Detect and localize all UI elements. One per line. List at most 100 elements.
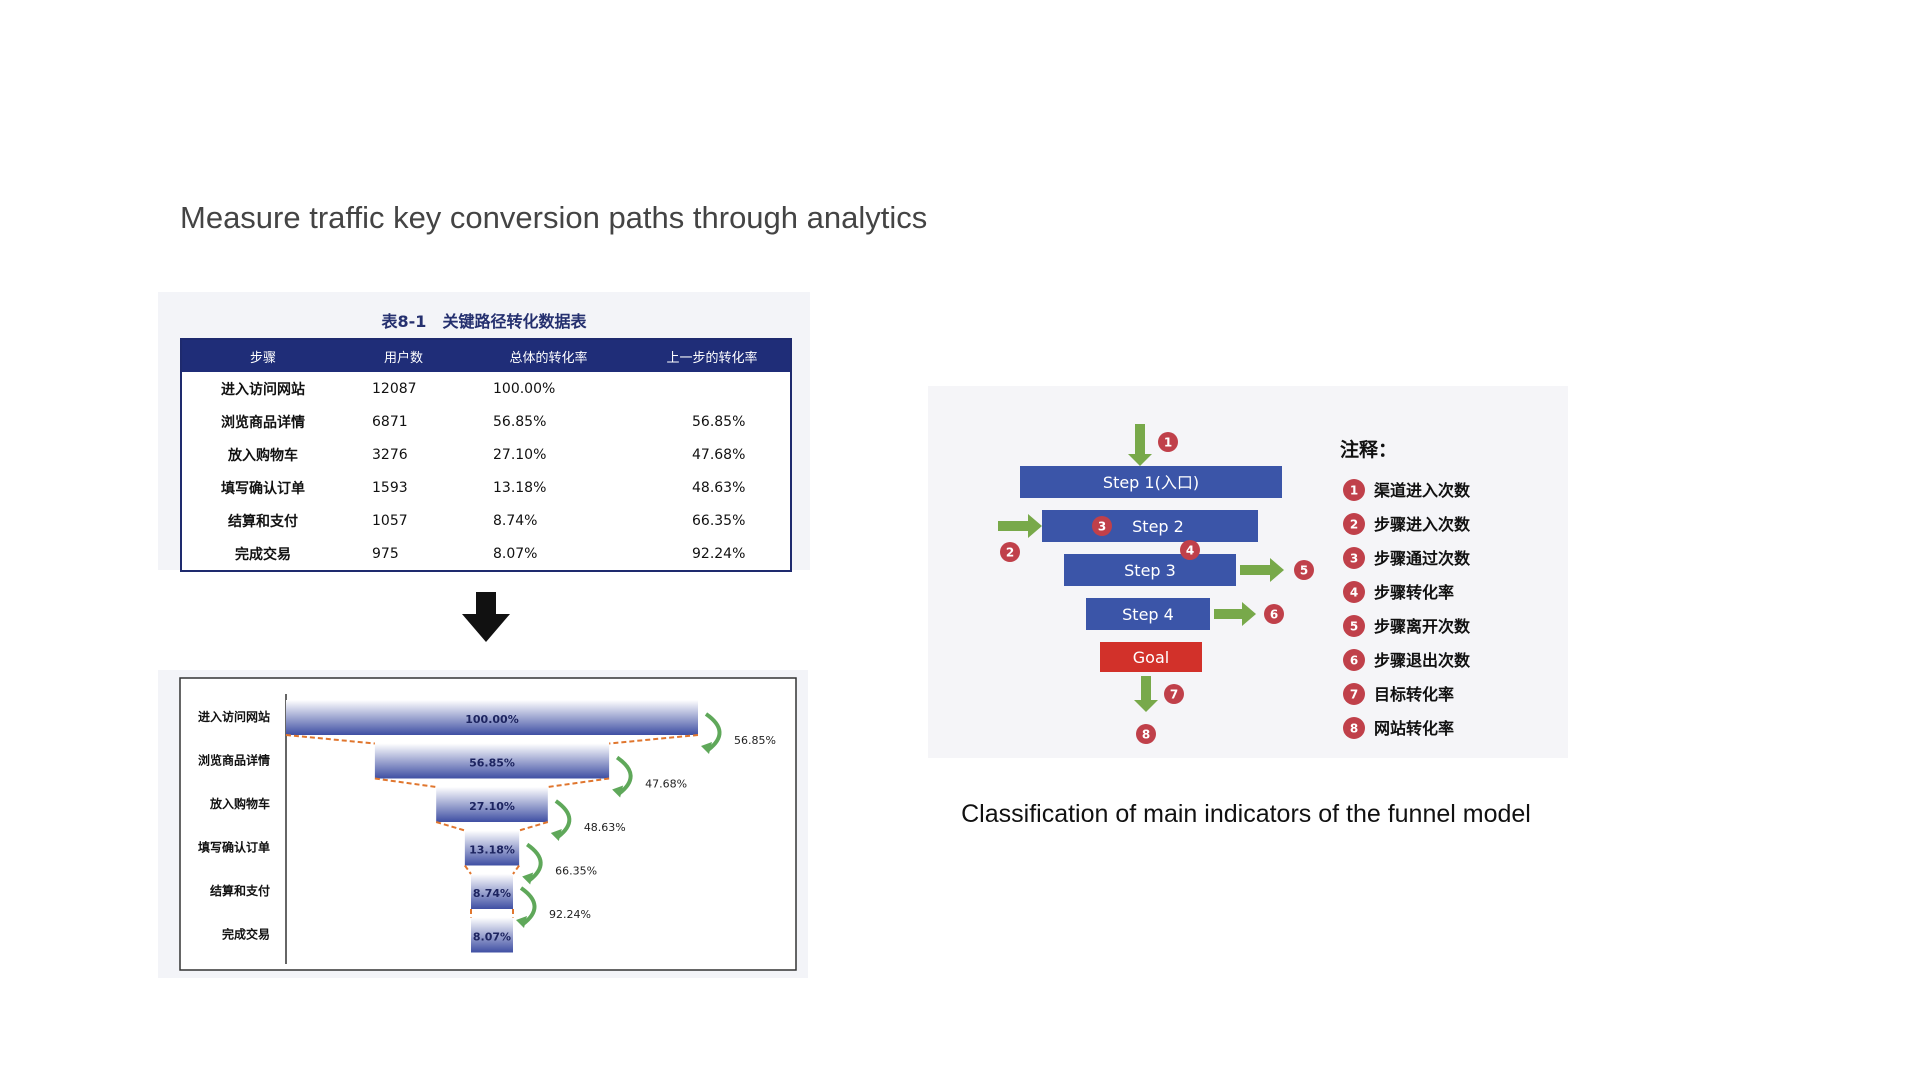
table-cell: 100.00%	[493, 380, 556, 397]
green-right-arrow-icon	[1240, 565, 1272, 575]
funnel-category-label: 填写确认订单	[198, 840, 270, 855]
step-rate-arrow	[554, 799, 572, 839]
number-badge-label: 7	[1170, 688, 1178, 702]
legend-badge-icon	[1343, 513, 1365, 535]
number-badge-label: 6	[1270, 608, 1278, 622]
funnel-value-label: 27.10%	[469, 800, 515, 813]
number-badge-icon	[1000, 542, 1020, 562]
legend-badge-icon	[1343, 649, 1365, 671]
goal-box	[1100, 642, 1202, 672]
legend-badge-icon	[1343, 717, 1365, 739]
step-rate-arrowhead	[701, 742, 712, 754]
number-badge-icon	[1264, 604, 1284, 624]
table-cell: 92.24%	[692, 545, 746, 562]
green-down-arrow-icon	[1135, 424, 1145, 456]
legend-badge-label: 8	[1350, 722, 1358, 736]
table-cell: 1057	[372, 512, 408, 529]
table-cell: 1593	[372, 479, 408, 496]
number-badge-label: 3	[1098, 520, 1106, 534]
legend-badge-label: 1	[1350, 484, 1358, 498]
green-down-arrow-icon	[1141, 676, 1151, 702]
funnel-category-label: 结算和支付	[210, 883, 270, 898]
table-header-row: 步骤 用户数 总体的转化率 上一步的转化率	[181, 339, 791, 372]
goal-label: Goal	[1133, 648, 1169, 667]
funnel-category-label: 完成交易	[222, 927, 270, 942]
table-row: 完成交易 975 8.07% 92.24%	[181, 537, 791, 571]
legend-badge-icon	[1343, 683, 1365, 705]
table-cell: 8.07%	[493, 545, 538, 562]
step-rate-label: 48.63%	[584, 821, 626, 834]
funnel-step-box	[1064, 554, 1236, 586]
funnel-bar	[464, 830, 520, 866]
table-cell: 56.85%	[493, 413, 547, 430]
green-right-arrow-head	[1028, 514, 1042, 538]
number-badge-icon	[1092, 516, 1112, 536]
funnel-step-box	[1042, 510, 1258, 542]
funnel-step-box	[1086, 598, 1210, 630]
legend-item-label: 步骤转化率	[1374, 583, 1454, 602]
conversion-table-image: 表8-1 关键路径转化数据表 步骤 用户数 总体的转化率 上一步的转化率 进入访…	[158, 292, 810, 572]
funnel-step-label: Step 2	[1132, 517, 1184, 536]
legend-badge-label: 7	[1350, 688, 1358, 702]
funnel-category-label: 放入购物车	[209, 796, 270, 811]
table-cell: 66.35%	[692, 512, 746, 529]
funnel-value-label: 8.74%	[473, 887, 511, 900]
table-cell: 6871	[372, 413, 408, 430]
table-cell: 47.68%	[692, 446, 746, 463]
table-cell: 8.74%	[493, 512, 538, 529]
step-rate-label: 47.68%	[645, 778, 687, 791]
table-cell: 56.85%	[692, 413, 746, 430]
funnel-connector	[285, 734, 375, 745]
green-down-arrow-head	[1128, 454, 1152, 466]
table-header-cell: 用户数	[344, 339, 463, 372]
legend-item-label: 步骤离开次数	[1374, 617, 1471, 636]
table-header-cell: 步骤	[181, 339, 344, 372]
step-rate-label: 66.35%	[555, 865, 597, 878]
legend-item-label: 渠道进入次数	[1374, 481, 1471, 500]
funnel-category-label: 进入访问网站	[198, 709, 270, 724]
funnel-chart: 100.00% 进入访问网站 56.85% 浏览商品详情 27.10% 放入购物车 13.1…	[158, 670, 808, 978]
green-right-arrow-icon	[998, 521, 1030, 531]
funnel-step-label: Step 3	[1124, 561, 1176, 580]
legend-title: 注释：	[1340, 438, 1397, 461]
funnel-model-svg: 1 Step 1(入口) Step 2 Step 3 Step 4 Goal 3 4 2 5 6 7 8…	[998, 424, 1471, 744]
green-down-arrow-head	[1134, 700, 1158, 712]
step-rate-arrowhead	[612, 785, 624, 798]
legend-badge-icon	[1343, 615, 1365, 637]
step-rate-arrow	[519, 886, 537, 926]
table-cell: 12087	[372, 380, 417, 397]
legend-item-label: 目标转化率	[1374, 685, 1454, 704]
funnel-connector	[518, 821, 549, 832]
table-cell: 975	[372, 545, 399, 562]
funnel-bar	[374, 743, 610, 779]
table-row: 填写确认订单 1593 13.18% 48.63%	[181, 471, 791, 504]
funnel-chart-svg: 100.00% 进入访问网站 56.85% 浏览商品详情 27.10% 放入购物车 13.1…	[179, 677, 797, 971]
green-right-arrow-head	[1270, 558, 1284, 582]
step-rate-arrowhead	[516, 916, 527, 928]
table-cell: 放入购物车	[228, 447, 298, 464]
funnel-model-diagram: 1 Step 1(入口) Step 2 Step 3 Step 4 Goal 3 4 2 5 6 7 8…	[928, 386, 1568, 758]
legend-badge-icon	[1343, 581, 1365, 603]
down-arrow-icon	[462, 592, 510, 642]
legend-badge-label: 4	[1350, 586, 1358, 600]
table-cell: 27.10%	[493, 446, 547, 463]
funnel-value-label: 100.00%	[465, 713, 518, 726]
table-cell: 填写确认订单	[221, 480, 305, 497]
funnel-value-label: 56.85%	[469, 757, 515, 770]
funnel-bar	[286, 700, 698, 735]
green-right-arrow-head	[1242, 602, 1256, 626]
funnel-bar	[471, 917, 513, 953]
table-cell: 进入访问网站	[221, 381, 305, 398]
step-rate-arrow	[704, 712, 722, 752]
funnel-step-box	[1020, 466, 1282, 498]
number-badge-icon	[1164, 684, 1184, 704]
model-caption: Classification of main indicators of the…	[961, 800, 1531, 828]
table-row: 浏览商品详情 6871 56.85% 56.85%	[181, 405, 791, 438]
table-cell: 浏览商品详情	[221, 414, 305, 431]
number-badge-icon	[1136, 724, 1156, 744]
step-rate-label: 92.24%	[549, 908, 591, 921]
table-row: 放入购物车 3276 27.10% 47.68%	[181, 438, 791, 471]
funnel-value-label: 8.07%	[473, 931, 511, 944]
table-caption: 表8-1 关键路径转化数据表	[381, 312, 587, 331]
number-badge-label: 1	[1164, 436, 1172, 450]
